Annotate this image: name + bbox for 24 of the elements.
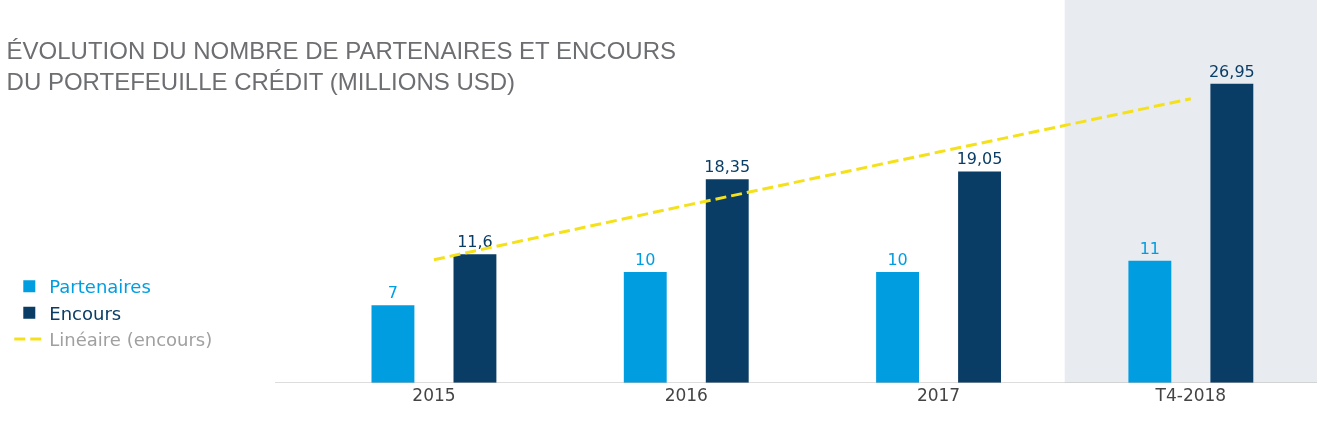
bar xyxy=(876,271,919,383)
chart-title: ÉVOLUTION DU NOMBRE DE PARTENAIRES ET ENCOURS DU PORTEFEUILLE CRÉDIT (MILLIONS USD) xyxy=(6,37,677,96)
bar xyxy=(958,171,1001,383)
x-tick-label: T4-2018 xyxy=(1154,385,1227,405)
x-tick-label: 2016 xyxy=(664,385,708,405)
x-tick-label: 2015 xyxy=(412,385,456,405)
data-label: 10 xyxy=(887,249,908,269)
bar xyxy=(1128,260,1172,383)
legend-label: Encours xyxy=(49,302,122,324)
data-label: 11 xyxy=(1139,238,1161,258)
data-label: 7 xyxy=(387,283,399,303)
legend-label: Partenaires xyxy=(49,276,151,298)
legend-label: Linéaire (encours) xyxy=(49,329,213,351)
data-label: 10 xyxy=(635,249,656,269)
data-label: 18,35 xyxy=(704,157,751,177)
bar xyxy=(623,271,667,383)
bar xyxy=(1210,83,1254,383)
data-label: 26,95 xyxy=(1208,61,1255,81)
data-label: 19,05 xyxy=(956,149,1003,169)
x-tick-label: 2017 xyxy=(916,385,961,405)
data-label: 11,6 xyxy=(457,232,493,252)
bar xyxy=(371,305,415,383)
bar xyxy=(453,254,497,383)
bar xyxy=(705,179,749,383)
